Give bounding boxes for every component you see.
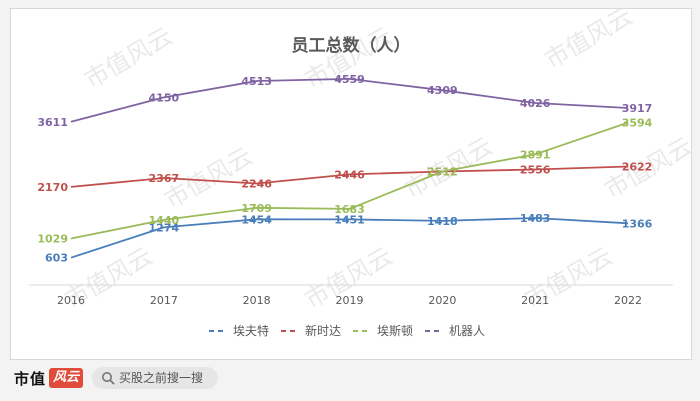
legend-label: 埃斯顿: [377, 324, 413, 338]
data-label: 3611: [37, 116, 68, 129]
data-label: 1683: [334, 203, 365, 216]
x-axis-ticks: 2016 2017 2018 2019 2020 2021 2022: [57, 294, 642, 307]
data-label: 1029: [37, 233, 68, 246]
data-label: 1454: [241, 213, 272, 226]
x-tick-label: 2020: [428, 294, 456, 307]
data-label: 2891: [520, 148, 551, 161]
data-label: 2512: [427, 166, 458, 179]
data-label: 3917: [622, 102, 653, 115]
data-label: 2512: [427, 166, 458, 179]
data-label: 1440: [149, 214, 180, 227]
x-tick-label: 2019: [336, 294, 364, 307]
legend-label: 埃夫特: [233, 323, 269, 338]
series-line: [70, 165, 629, 188]
series-line: [70, 121, 629, 240]
data-label: 1709: [241, 202, 272, 215]
chart-title: 员工总数（人）: [292, 35, 411, 56]
data-label: 2170: [37, 181, 68, 194]
search-icon: [102, 372, 115, 385]
data-label: 603: [45, 252, 68, 265]
data-label: 2446: [334, 168, 365, 181]
data-label: 4513: [241, 75, 272, 88]
watermark-text: 市值风云: [80, 22, 177, 94]
data-label: 4559: [334, 73, 365, 86]
data-label: 1366: [622, 217, 653, 230]
legend-label: 新时达: [305, 323, 341, 338]
brand-logo-mark: 风云: [49, 368, 83, 388]
legend-label: 机器人: [449, 324, 485, 338]
search-box[interactable]: 买股之前搜一搜: [92, 367, 218, 389]
data-label: 4026: [520, 97, 551, 110]
data-label: 3594: [622, 117, 653, 130]
brand-logo-text: 市值: [14, 370, 47, 388]
chart-card: 市值风云 市值风云 市值风云 市值风云 市值风云 市值风云 市值风云 市值风云 市值风云 员工总…: [10, 8, 692, 360]
data-label: 1274: [149, 221, 180, 234]
series-line: [70, 78, 629, 123]
data-label: 1451: [334, 213, 365, 226]
data-label: 2556: [520, 164, 551, 177]
watermark-text: 市值风云: [540, 9, 637, 74]
data-label: 4150: [149, 91, 180, 104]
legend: 埃夫特 新时达 埃斯顿 机器人: [209, 323, 485, 338]
data-label: 2246: [241, 178, 272, 191]
x-tick-label: 2016: [57, 294, 85, 307]
data-label: 2367: [149, 172, 180, 185]
search-placeholder: 买股之前搜一搜: [119, 371, 204, 385]
data-label: 2622: [622, 161, 653, 174]
series-line: [70, 217, 629, 259]
data-labels: 603 1274 1454 1451 1418 1483 1366 2170 2367 2246 2…: [37, 73, 652, 265]
footer-bar: 市值 风云 买股之前搜一搜: [0, 360, 700, 401]
x-tick-label: 2022: [614, 294, 642, 307]
series-lines: [70, 78, 629, 259]
x-tick-label: 2017: [150, 294, 178, 307]
data-label: 4309: [427, 84, 458, 97]
x-tick-label: 2018: [243, 294, 271, 307]
data-label: 1483: [520, 212, 551, 225]
x-tick-label: 2021: [521, 294, 549, 307]
data-label: 1418: [427, 215, 458, 228]
